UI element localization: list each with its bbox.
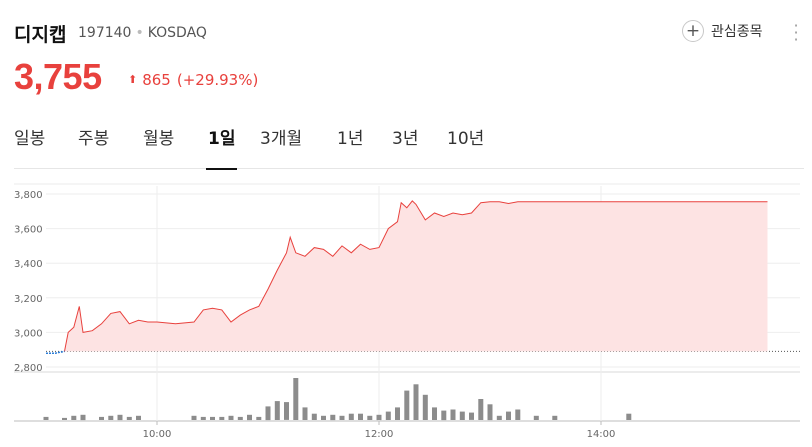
volume-bar bbox=[80, 414, 86, 421]
volume-bar bbox=[450, 409, 456, 420]
volume-bar bbox=[441, 410, 447, 421]
y-tick-label: 3,000 bbox=[14, 328, 43, 339]
volume-bar bbox=[404, 390, 410, 420]
volume-bar bbox=[274, 401, 280, 420]
stock-header: 디지캡 197140 • KOSDAQ + 관심종목 · · · bbox=[14, 16, 804, 49]
volume-bar bbox=[136, 415, 141, 420]
volume-bar bbox=[348, 413, 354, 420]
volume-bar bbox=[126, 416, 132, 420]
price-change: ⬆ 865 (+29.93%) bbox=[128, 71, 258, 89]
price-line-below-close bbox=[46, 350, 65, 354]
volume-bar bbox=[413, 384, 419, 420]
stock-name: 디지캡 bbox=[14, 24, 67, 46]
add-favorite-button[interactable]: + 관심종목 bbox=[682, 20, 763, 42]
tab-3month[interactable]: 3개월 bbox=[260, 129, 303, 149]
volume-bar bbox=[478, 399, 484, 420]
tab-1day[interactable]: 1일 bbox=[205, 124, 238, 170]
volume-bar bbox=[626, 413, 632, 420]
vertical-dots-icon[interactable]: · · · bbox=[793, 16, 799, 49]
y-tick-label: 3,800 bbox=[14, 190, 43, 201]
volume-bar bbox=[117, 414, 123, 421]
x-tick-label: 10:00 bbox=[143, 429, 172, 440]
tab-3year[interactable]: 3년 bbox=[392, 129, 419, 149]
volume-bar bbox=[432, 407, 437, 420]
volume-bar bbox=[311, 413, 317, 420]
volume-bar bbox=[284, 402, 289, 420]
volume-bar bbox=[247, 414, 252, 421]
volume-bar bbox=[256, 416, 262, 420]
volume-bar bbox=[302, 407, 308, 420]
stock-code: 197140 bbox=[78, 25, 132, 41]
x-tick-label: 14:00 bbox=[587, 429, 616, 440]
volume-bar bbox=[99, 416, 104, 420]
market-name: KOSDAQ bbox=[147, 25, 207, 41]
volume-bar bbox=[108, 415, 114, 420]
volume-bar bbox=[339, 415, 345, 420]
separator-dot: • bbox=[135, 25, 144, 41]
current-price: 3,755 bbox=[14, 56, 102, 97]
price-line bbox=[64, 200, 768, 352]
volume-bar bbox=[469, 412, 474, 420]
volume-bar bbox=[219, 416, 225, 420]
volume-bar bbox=[330, 414, 336, 421]
tab-1year[interactable]: 1년 bbox=[337, 129, 364, 149]
favorite-label: 관심종목 bbox=[711, 24, 763, 40]
volume-bar bbox=[62, 417, 67, 420]
volume-bar bbox=[210, 416, 215, 420]
volume-bar bbox=[358, 413, 363, 420]
volume-bar bbox=[506, 411, 511, 420]
volume-bar bbox=[552, 415, 558, 420]
y-tick-label: 3,400 bbox=[14, 259, 43, 270]
volume-bar bbox=[487, 404, 493, 421]
volume-bar bbox=[496, 415, 502, 420]
x-tick-label: 12:00 bbox=[365, 429, 394, 440]
volume-bar bbox=[367, 415, 373, 420]
volume-bar bbox=[200, 416, 206, 420]
volume-bar bbox=[265, 406, 271, 421]
price-area-fill bbox=[46, 200, 768, 352]
tab-daily[interactable]: 일봉 bbox=[14, 129, 46, 149]
volume-bar bbox=[459, 411, 465, 420]
change-percent: (+29.93%) bbox=[176, 71, 259, 89]
tab-monthly[interactable]: 월봉 bbox=[143, 129, 175, 149]
tab-10year[interactable]: 10년 bbox=[447, 129, 485, 149]
stock-meta: 197140 • KOSDAQ bbox=[78, 25, 207, 41]
y-tick-label: 3,600 bbox=[14, 225, 43, 236]
period-tabs: 일봉 주봉 월봉 1일 3개월 1년 3년 10년 bbox=[14, 124, 804, 170]
volume-bar bbox=[533, 415, 539, 420]
volume-bar bbox=[293, 378, 299, 420]
volume-bar bbox=[237, 416, 243, 420]
tab-weekly[interactable]: 주봉 bbox=[78, 129, 110, 149]
volume-bar bbox=[228, 415, 234, 420]
volume-bar bbox=[321, 415, 326, 420]
volume-bar bbox=[515, 409, 521, 420]
y-tick-label: 3,200 bbox=[14, 294, 43, 305]
volume-bar bbox=[385, 411, 391, 420]
y-tick-label: 2,800 bbox=[14, 363, 43, 374]
volume-bar bbox=[422, 394, 428, 420]
up-arrow-icon: ⬆ bbox=[128, 73, 138, 86]
volume-bar bbox=[43, 416, 49, 420]
volume-bar bbox=[71, 415, 77, 420]
volume-bar bbox=[376, 414, 382, 421]
plus-circle-icon: + bbox=[682, 20, 704, 42]
change-amount: 865 bbox=[142, 71, 171, 89]
volume-bar bbox=[191, 415, 197, 420]
volume-bar bbox=[395, 407, 400, 420]
